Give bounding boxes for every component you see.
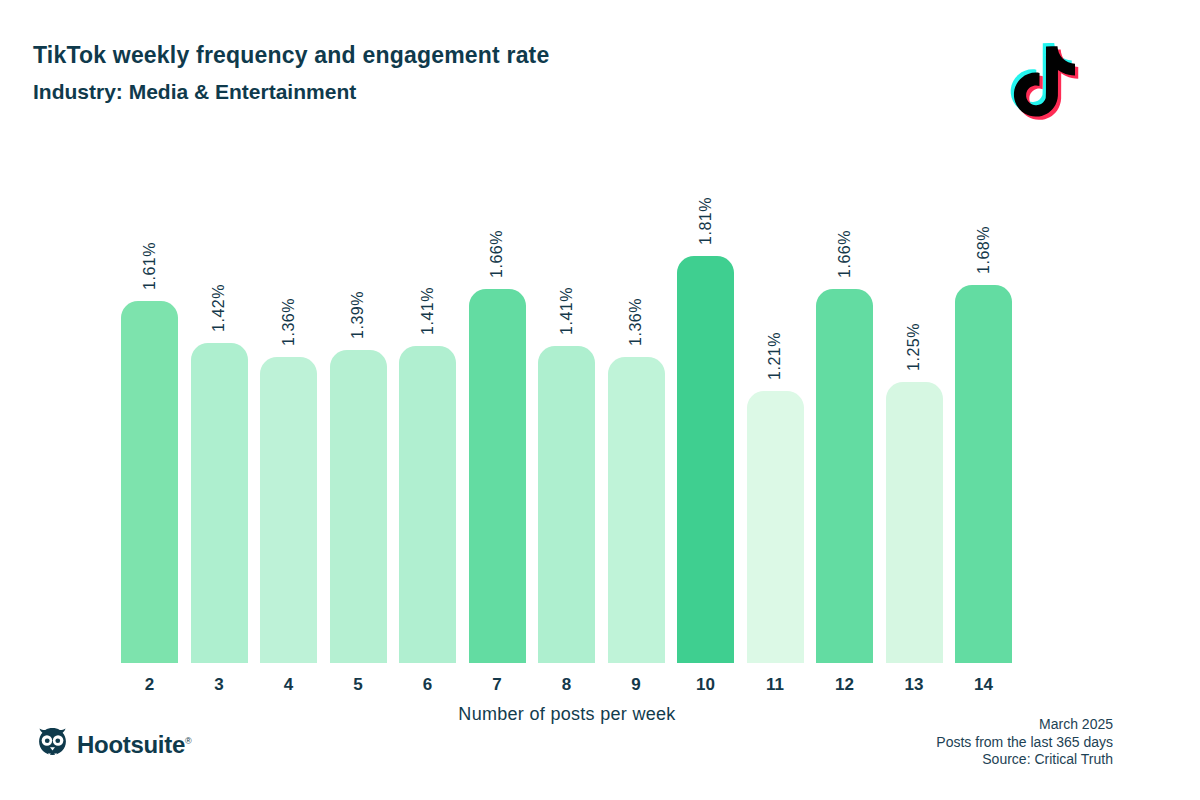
- bar: [469, 289, 526, 663]
- bar-column: 1.36% 4: [260, 298, 317, 697]
- source-line-range: Posts from the last 365 days: [936, 734, 1113, 752]
- x-axis-title: Number of posts per week: [121, 704, 1013, 725]
- hootsuite-owl-icon: [36, 728, 69, 761]
- bar: [330, 350, 387, 663]
- bar-value-label: 1.25%: [905, 323, 923, 371]
- bar: [260, 357, 317, 663]
- hootsuite-logo: Hootsuite®: [36, 728, 191, 761]
- bar-value-label: 1.68%: [975, 226, 993, 274]
- bar: [816, 289, 873, 663]
- bar-value-label: 1.36%: [280, 298, 298, 346]
- bar-value-label: 1.42%: [210, 284, 228, 332]
- bar-value-label: 1.39%: [349, 291, 367, 339]
- x-tick-label: 7: [492, 663, 501, 697]
- bar-column: 1.41% 6: [399, 287, 456, 697]
- tiktok-note-icon: [1002, 38, 1084, 122]
- x-tick-label: 11: [766, 663, 784, 697]
- page-subtitle: Industry: Media & Entertainment: [33, 80, 549, 104]
- bar-column: 1.25% 13: [886, 323, 943, 697]
- x-tick-label: 5: [353, 663, 362, 697]
- bar: [955, 285, 1012, 663]
- x-tick-label: 12: [835, 663, 854, 697]
- bar-column: 1.21% 11: [747, 332, 804, 697]
- bar-column: 1.61% 2: [121, 242, 178, 697]
- x-tick-label: 8: [562, 663, 571, 697]
- bar-group: 1.61% 2 1.42% 3 1.36% 4 1.39% 5 1.41% 6 1.66% 7 1.41…: [121, 190, 1013, 697]
- bar: [608, 357, 665, 663]
- bar-column: 1.42% 3: [191, 284, 248, 697]
- bar-value-label: 1.66%: [488, 230, 506, 278]
- bar: [121, 301, 178, 663]
- bar-value-label: 1.81%: [697, 197, 715, 245]
- x-tick-label: 2: [145, 663, 154, 697]
- bar-value-label: 1.36%: [627, 298, 645, 346]
- bar-column: 1.66% 7: [469, 230, 526, 697]
- bar-chart: 1.61% 2 1.42% 3 1.36% 4 1.39% 5 1.41% 6 1.66% 7 1.41…: [121, 190, 1013, 725]
- x-tick-label: 6: [423, 663, 432, 697]
- bar-column: 1.39% 5: [330, 291, 387, 697]
- source-line-credit: Source: Critical Truth: [936, 751, 1113, 769]
- bar-column: 1.68% 14: [955, 226, 1012, 697]
- hootsuite-wordmark: Hootsuite®: [77, 731, 191, 759]
- bar-column: 1.66% 12: [816, 230, 873, 697]
- source-note: March 2025 Posts from the last 365 days …: [936, 716, 1113, 769]
- bar-column: 1.36% 9: [608, 298, 665, 697]
- bar: [747, 391, 804, 663]
- bar-value-label: 1.66%: [836, 230, 854, 278]
- x-tick-label: 14: [974, 663, 993, 697]
- bar: [399, 346, 456, 663]
- chart-header: TikTok weekly frequency and engagement r…: [33, 42, 549, 104]
- x-tick-label: 4: [284, 663, 293, 697]
- bar-column: 1.81% 10: [677, 197, 734, 697]
- x-tick-label: 13: [905, 663, 924, 697]
- bar-value-label: 1.41%: [419, 287, 437, 335]
- source-line-date: March 2025: [936, 716, 1113, 734]
- bar-column: 1.41% 8: [538, 287, 595, 697]
- bar-value-label: 1.61%: [141, 242, 159, 290]
- x-tick-label: 10: [696, 663, 715, 697]
- x-tick-label: 9: [631, 663, 640, 697]
- bar: [886, 382, 943, 663]
- x-tick-label: 3: [214, 663, 223, 697]
- bar-value-label: 1.41%: [558, 287, 576, 335]
- page-title: TikTok weekly frequency and engagement r…: [33, 42, 549, 69]
- bar: [538, 346, 595, 663]
- bar: [677, 256, 734, 663]
- bar-value-label: 1.21%: [766, 332, 784, 380]
- bar: [191, 343, 248, 663]
- registered-mark: ®: [185, 736, 191, 746]
